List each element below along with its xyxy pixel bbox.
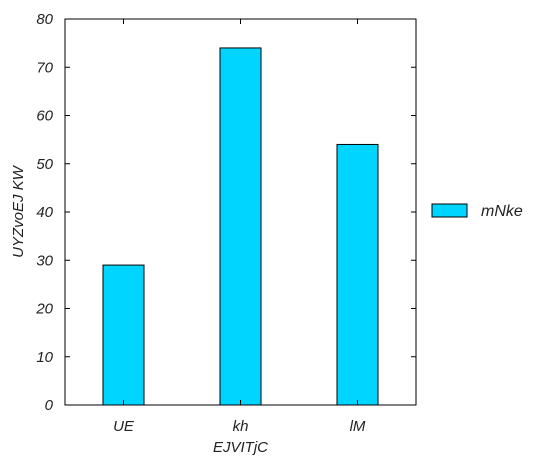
- y-tick-label: 20: [35, 301, 53, 318]
- y-tick-label: 60: [36, 108, 53, 125]
- bar-UE: [102, 264, 145, 406]
- x-tick-label: kh: [233, 418, 249, 435]
- bar-kh: [219, 47, 262, 406]
- x-tick-label: UE: [113, 418, 135, 435]
- ticks-layer: 0 10 20 30 40 50 60 70 80 UE kh lM: [35, 11, 416, 435]
- y-tick-label: 10: [36, 349, 53, 366]
- y-tick-label: 0: [45, 397, 54, 414]
- y-tick-label: 50: [36, 156, 53, 173]
- x-tick-label: lM: [350, 418, 366, 435]
- x-axis-label: EJVITjC: [213, 439, 268, 456]
- y-tick-label: 70: [36, 59, 53, 76]
- y-tick-label: 80: [36, 11, 53, 28]
- y-tick-label: 40: [36, 204, 53, 221]
- legend: mNke: [431, 203, 523, 220]
- y-axis-label: UYZvoEJ KW: [10, 164, 27, 258]
- y-tick-label: 30: [36, 252, 53, 269]
- legend-swatch: [431, 203, 468, 218]
- legend-label: mNke: [481, 203, 523, 220]
- bar-lM: [336, 143, 379, 406]
- bars-layer: [102, 47, 379, 406]
